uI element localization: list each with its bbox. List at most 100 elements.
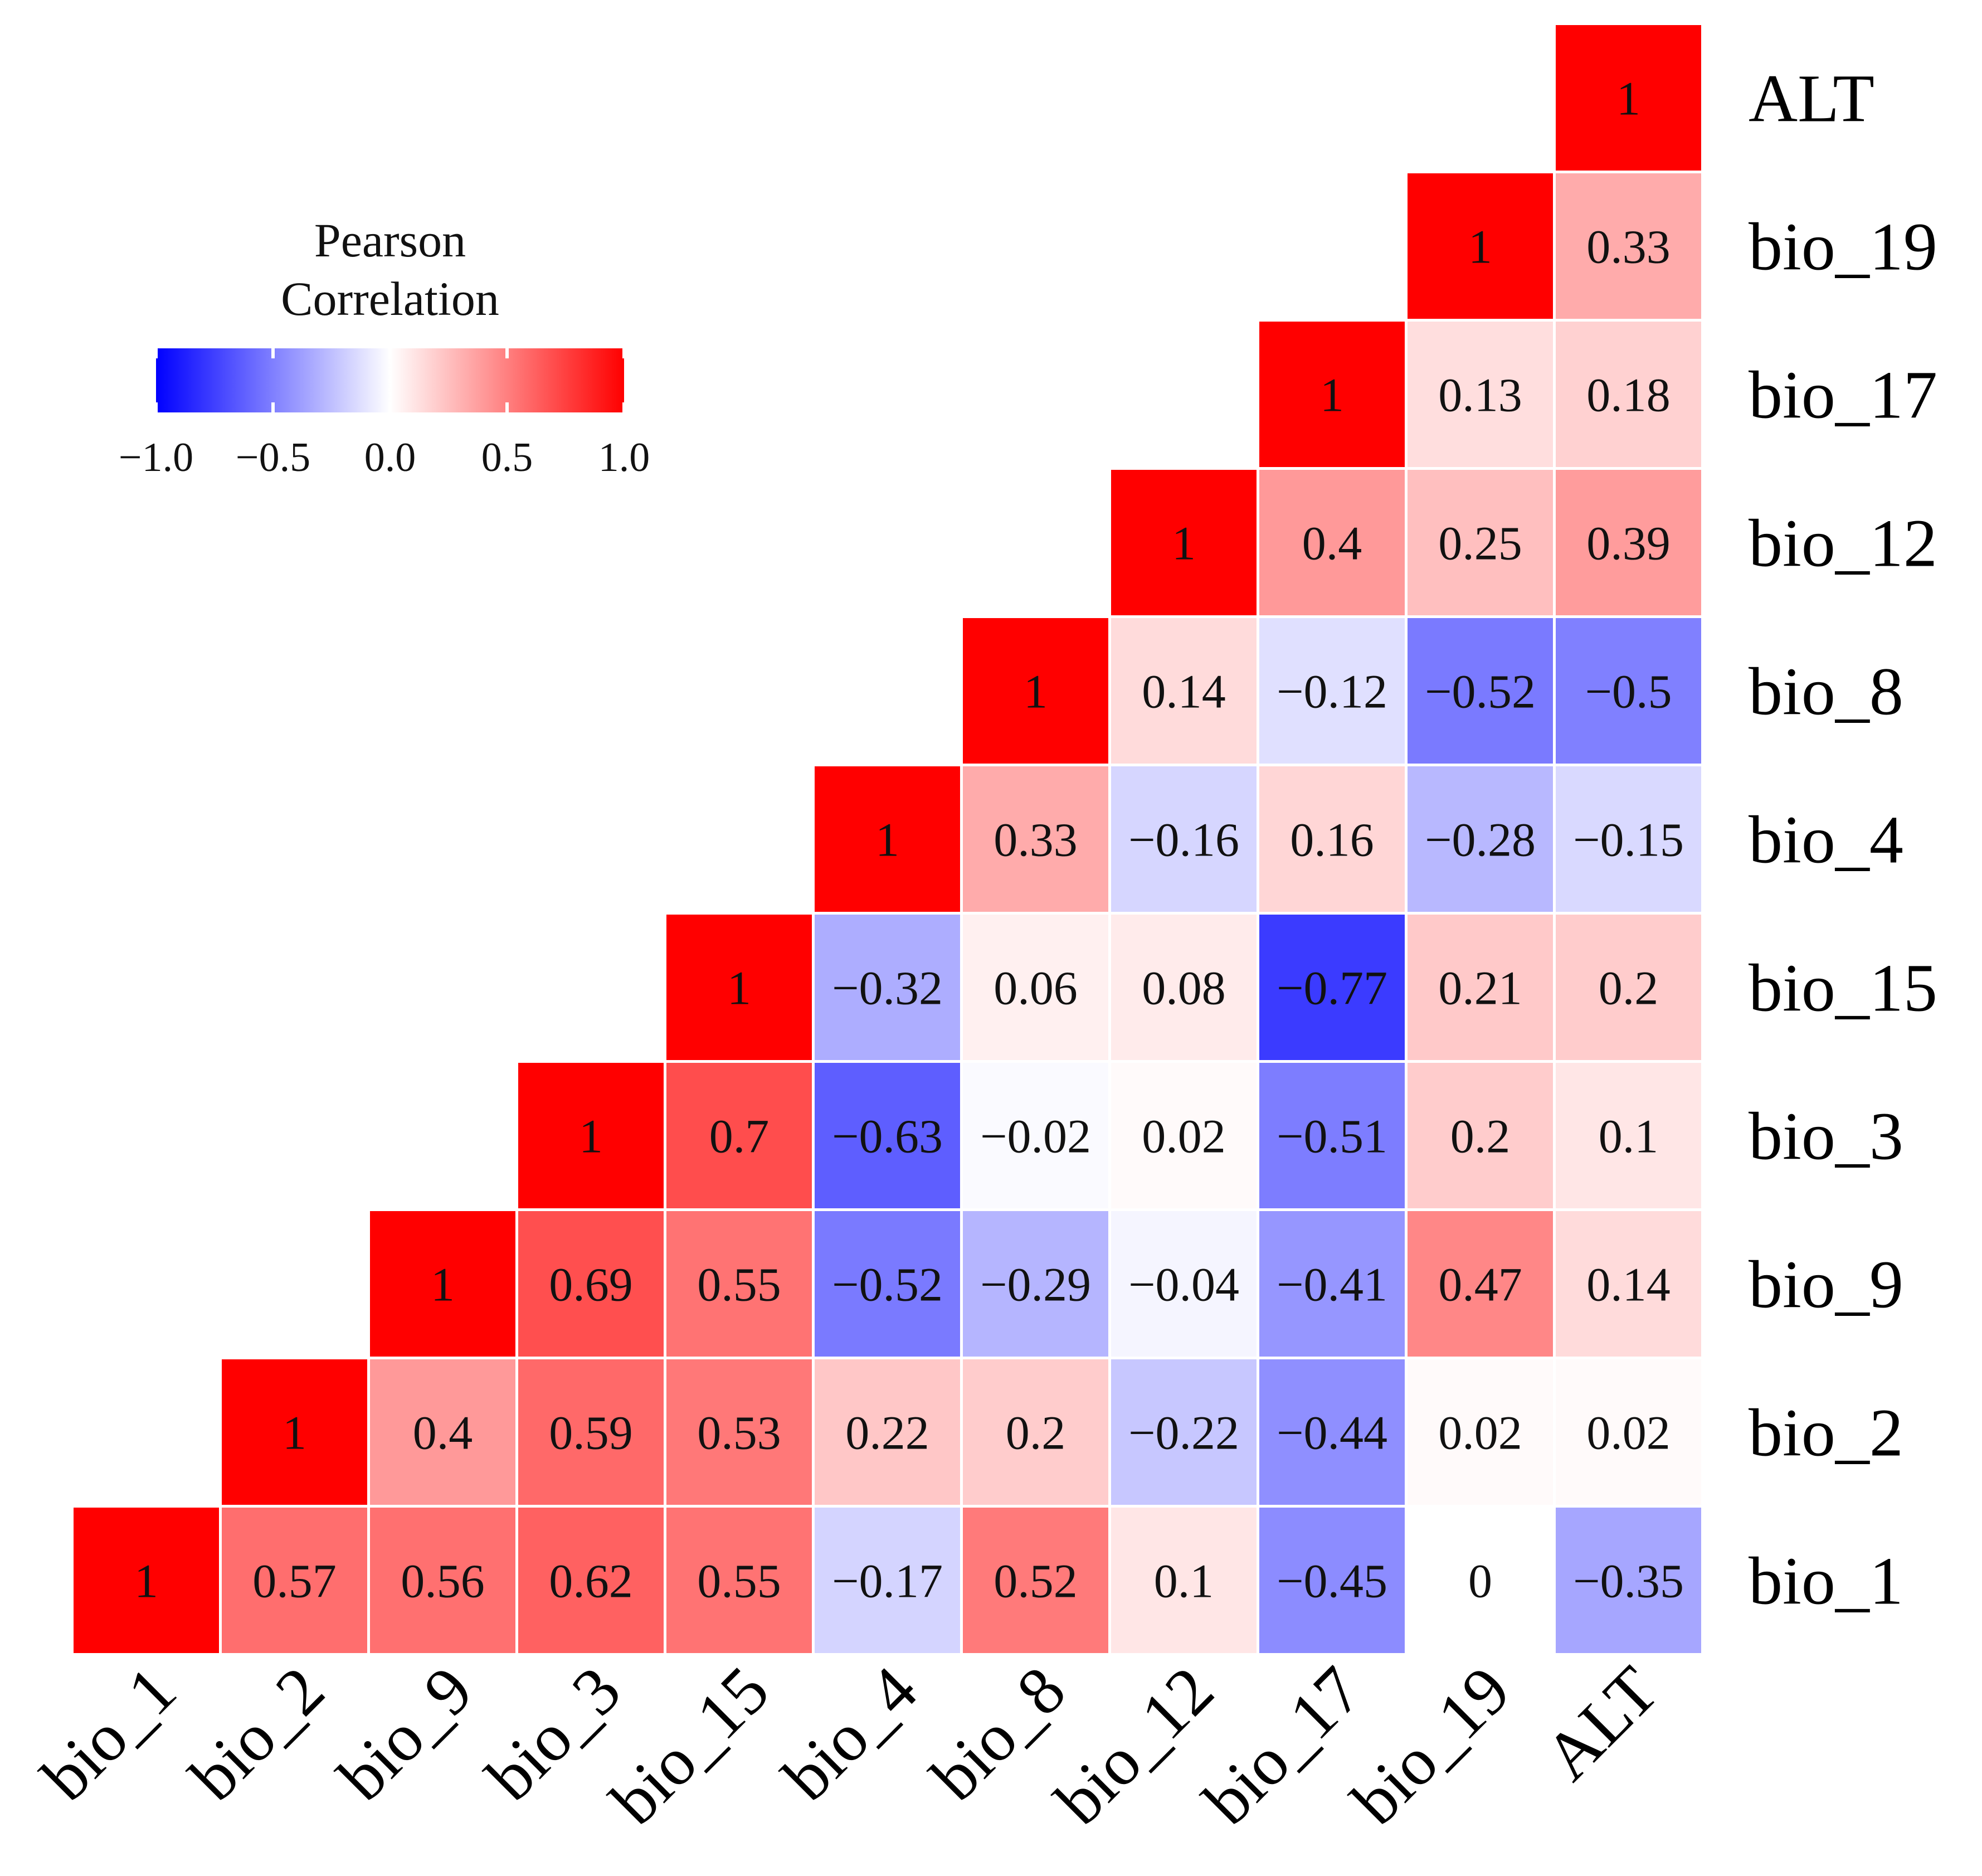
heatmap-cell-bio_2-bio_9 [370,1359,515,1505]
heatmap-cell-bio_12-bio_19 [1408,470,1553,615]
heatmap-cell-bio_19-ALT [1556,173,1701,319]
cell-value-label: 0.53 [697,1406,781,1460]
heatmap-cell-bio_8-bio_12 [1111,618,1257,764]
cell-value-label: −0.32 [832,961,943,1015]
heatmap-cell-bio_1-bio_17 [1259,1508,1405,1653]
heatmap-cell-bio_19-bio_19 [1408,173,1553,319]
heatmap-cell-bio_12-bio_17 [1259,470,1405,615]
heatmap-cell-bio_3-bio_19 [1408,1063,1553,1208]
cell-value-label: 1 [1172,517,1196,570]
heatmap-cell-bio_2-bio_8 [963,1359,1108,1505]
heatmap-cell-bio_9-ALT [1556,1211,1701,1357]
cell-value-label: −0.77 [1277,961,1387,1015]
y-axis-label: bio_17 [1749,358,1937,433]
heatmap-cell-bio_9-bio_8 [963,1211,1108,1357]
x-axis-label: bio_19 [1337,1653,1524,1839]
cell-value-label: 0.14 [1142,665,1226,718]
heatmap-cell-bio_2-bio_15 [666,1359,812,1505]
cell-value-label: −0.04 [1128,1258,1239,1311]
heatmap-cell-bio_9-bio_15 [666,1211,812,1357]
cell-value-label: 0.39 [1586,517,1671,570]
cell-value-label: 0.02 [1142,1110,1226,1163]
cell-value-label: −0.12 [1277,665,1387,718]
heatmap-cell-bio_8-bio_17 [1259,618,1405,764]
heatmap-cell-bio_1-bio_8 [963,1508,1108,1653]
cell-value-label: −0.16 [1128,813,1239,867]
y-axis-label: bio_12 [1749,506,1937,581]
heatmap-cell-bio_9-bio_19 [1408,1211,1553,1357]
heatmap-cell-bio_1-bio_2 [222,1508,367,1653]
heatmap-cell-bio_2-bio_3 [518,1359,664,1505]
cell-value-label: 0.18 [1586,368,1671,422]
cell-value-label: 0.08 [1142,961,1226,1015]
heatmap-cell-bio_15-bio_4 [815,915,960,1060]
cell-value-label: 1 [1616,72,1640,125]
x-axis-label: bio_12 [1041,1653,1228,1839]
cell-value-label: 1 [283,1406,306,1460]
heatmap-cell-bio_1-bio_1 [74,1508,219,1653]
heatmap-cell-bio_1-bio_15 [666,1508,812,1653]
heatmap-cell-bio_4-bio_8 [963,766,1108,912]
heatmap-cell-bio_1-bio_12 [1111,1508,1257,1653]
heatmap-cell-bio_9-bio_4 [815,1211,960,1357]
heatmap-cell-bio_2-ALT [1556,1359,1701,1505]
y-axis-label: bio_1 [1749,1544,1903,1619]
heatmap-cell-bio_17-ALT [1556,322,1701,467]
heatmap-cell-bio_2-bio_17 [1259,1359,1405,1505]
y-axis-label: bio_2 [1749,1396,1903,1471]
cell-value-label: 0.14 [1586,1258,1671,1311]
heatmap-cell-bio_3-bio_12 [1111,1063,1257,1208]
heatmap-cells [74,25,1701,1653]
cell-value-label: −0.28 [1425,813,1536,867]
cell-value-label: 0.55 [697,1554,781,1608]
x-axis-label: bio_1 [28,1653,191,1815]
heatmap-cell-bio_1-bio_9 [370,1508,515,1653]
cell-value-label: −0.52 [832,1258,943,1311]
x-axis-label: bio_9 [324,1653,487,1815]
cell-value-label: 0.55 [697,1258,781,1311]
cell-value-label: 1 [579,1110,603,1163]
heatmap-cell-bio_2-bio_2 [222,1359,367,1505]
y-axis-label: bio_9 [1749,1247,1903,1323]
heatmap-cell-bio_9-bio_17 [1259,1211,1405,1357]
x-axis-label: bio_15 [596,1653,783,1839]
cell-value-label: 0.02 [1438,1406,1522,1460]
legend-tick-label: 0.5 [481,435,533,480]
cell-value-label: 0.4 [413,1406,473,1460]
heatmap-cell-bio_3-ALT [1556,1063,1701,1208]
cell-value-label: −0.52 [1425,665,1536,718]
cell-value-label: 0.2 [1450,1110,1511,1163]
heatmap-cell-bio_2-bio_12 [1111,1359,1257,1505]
heatmap-cell-bio_8-ALT [1556,618,1701,764]
cell-value-label: 1 [1024,665,1048,718]
heatmap-cell-bio_9-bio_12 [1111,1211,1257,1357]
heatmap-cell-bio_3-bio_8 [963,1063,1108,1208]
cell-value-label: 1 [875,813,899,867]
legend-ticks: −1.0 −0.5 0.0 0.5 1.0 [119,348,650,480]
cell-value-label: 0.57 [252,1554,337,1608]
cell-value-label: 0.22 [845,1406,929,1460]
cell-value-label: −0.17 [832,1554,943,1608]
cell-value-label: 0.25 [1438,517,1522,570]
legend-tick-label: −0.5 [236,435,310,480]
cell-value-label: 0.52 [994,1554,1078,1608]
legend-title-line-2: Correlation [281,272,499,325]
cell-value-label: −0.15 [1573,813,1684,867]
heatmap-cell-bio_4-bio_17 [1259,766,1405,912]
cell-value-label: −0.44 [1277,1406,1387,1460]
legend-title-line-1: Pearson [314,213,466,267]
heatmap-cell-bio_8-bio_19 [1408,618,1553,764]
cell-value-label: 0.21 [1438,961,1522,1015]
heatmap-cell-bio_2-bio_19 [1408,1359,1553,1505]
color-legend: Pearson Correlation −1.0 −0.5 0.0 0.5 1.0 [119,213,650,480]
heatmap-value-labels: 1 0.57 0.56 0.62 0.55 −0.17 0.52 0.1 −0.45 0 −0.35… [134,72,1684,1608]
cell-value-label: −0.22 [1128,1406,1239,1460]
heatmap-cell-bio_9-bio_9 [370,1211,515,1357]
x-axis-labels: bio_1bio_2bio_9bio_3bio_15bio_4bio_8bio_… [28,1653,1673,1839]
heatmap-cell-bio_3-bio_3 [518,1063,664,1208]
cell-value-label: 0.2 [1599,961,1659,1015]
heatmap-cell-bio_15-bio_12 [1111,915,1257,1060]
heatmap-cell-bio_9-bio_3 [518,1211,664,1357]
